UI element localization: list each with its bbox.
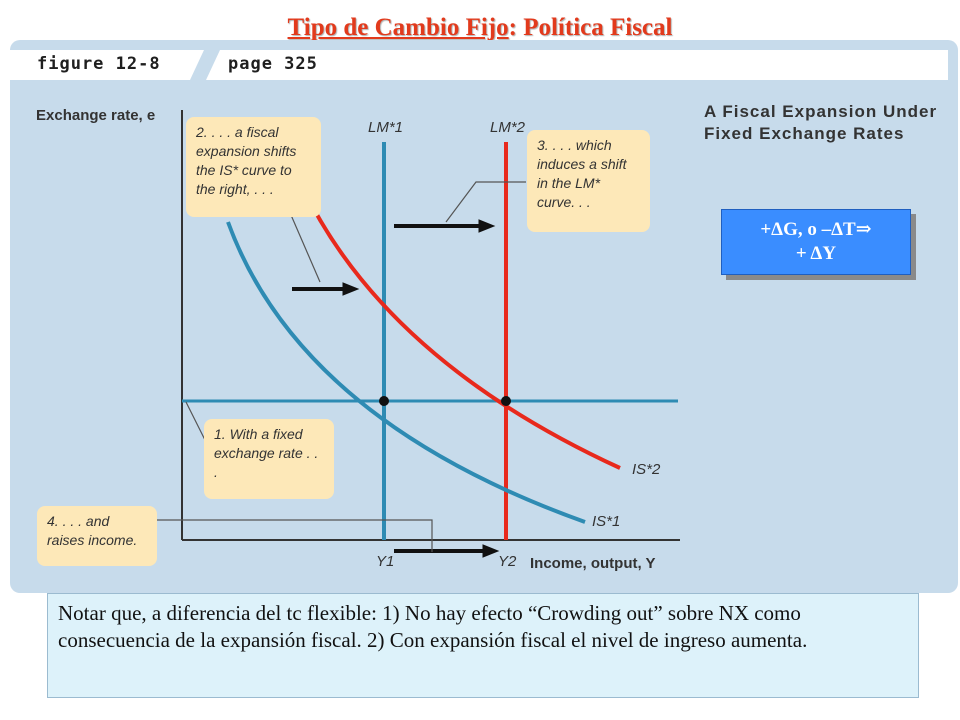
lm-shift-arrow bbox=[394, 219, 496, 233]
callout-lm-shift: 3. . . . which induces a shift in the LM… bbox=[527, 130, 650, 232]
y1-label: Y1 bbox=[376, 553, 394, 570]
callout-raises-income: 4. . . . and raises income. bbox=[37, 506, 157, 566]
y-axis-label: Exchange rate, e bbox=[36, 107, 155, 124]
y2-label: Y2 bbox=[498, 553, 517, 570]
slide-title: Tipo de Cambio Fijo: Política Fiscal bbox=[0, 14, 960, 42]
figure-title: A Fiscal Expansion Under Fixed Exchange … bbox=[704, 102, 938, 143]
page-number: page 325 bbox=[228, 54, 318, 74]
callout-1-leader bbox=[185, 401, 206, 441]
figure-number: figure 12-8 bbox=[37, 54, 161, 74]
callout-fixed-rate: 1. With a fixed exchange rate . . . bbox=[204, 419, 334, 499]
title-underlined: Tipo de Cambio Fijo bbox=[287, 14, 509, 41]
title-rest: : Política Fiscal bbox=[508, 14, 673, 41]
summary-line-2: + ΔY bbox=[795, 243, 837, 264]
lm2-label: LM*2 bbox=[490, 119, 526, 136]
is2-curve bbox=[300, 185, 621, 470]
callout-4-leader bbox=[157, 519, 433, 552]
is2-label: IS*2 bbox=[632, 461, 661, 478]
callout-2-leader bbox=[290, 214, 321, 283]
figure-panel bbox=[10, 40, 958, 593]
is-shift-arrow bbox=[292, 282, 360, 296]
figure-header bbox=[10, 50, 948, 80]
is1-label: IS*1 bbox=[592, 513, 620, 530]
callout-fiscal-expansion: 2. . . . a fiscal expansion shifts the I… bbox=[186, 117, 321, 217]
summary-box: +ΔG, o –ΔT⇒ + ΔY bbox=[721, 209, 911, 275]
lm1-label: LM*1 bbox=[368, 119, 403, 136]
income-shift-arrow bbox=[394, 544, 500, 558]
equilibrium-point-2 bbox=[501, 396, 511, 406]
callout-3-leader bbox=[445, 181, 526, 223]
equilibrium-point-1 bbox=[379, 396, 389, 406]
note-box: Notar que, a diferencia del tc flexible:… bbox=[47, 593, 919, 698]
summary-line-1: +ΔG, o –ΔT⇒ bbox=[760, 219, 872, 240]
is1-curve bbox=[226, 221, 586, 524]
x-axis-label: Income, output, Y bbox=[530, 555, 656, 572]
